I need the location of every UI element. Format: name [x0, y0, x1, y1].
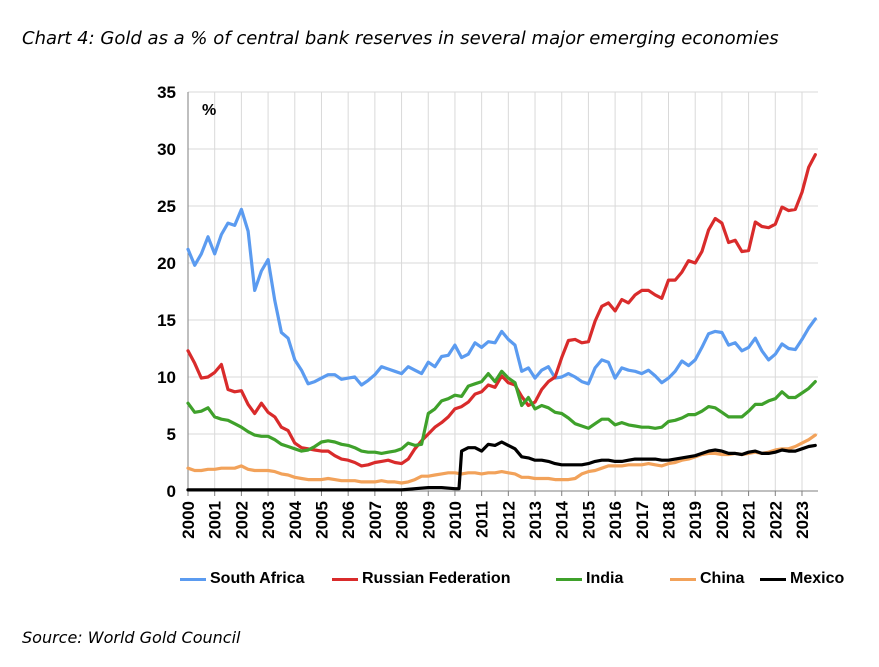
- legend-label: China: [700, 570, 745, 587]
- line-chart: 0 5 10 15 20 25 30 35 2000 2001 2002 2003 2004 2005 20…: [157, 83, 818, 539]
- x-tick-label: 2015: [579, 501, 598, 539]
- chart-title: Chart 4: Gold as a % of central bank res…: [22, 28, 779, 49]
- x-tick-label: 2019: [686, 501, 705, 539]
- x-tick-label: 2008: [393, 501, 412, 539]
- legend-swatch: [556, 577, 582, 581]
- y-tick-label: 35: [157, 83, 176, 102]
- legend-swatch: [332, 577, 358, 581]
- x-tick-label: 2003: [259, 501, 278, 539]
- x-tick-label: 2000: [179, 501, 198, 539]
- y-tick-label: 25: [157, 197, 176, 216]
- y-tick-label: 5: [167, 425, 176, 444]
- y-tick-label: 15: [157, 311, 176, 330]
- legend-label: South Africa: [210, 570, 305, 587]
- x-tick-label: 2005: [312, 501, 331, 539]
- legend-label: India: [586, 570, 624, 587]
- x-tick-label: 2018: [660, 501, 679, 539]
- series-line-russian-federation: [186, 153, 817, 468]
- legend-item: China: [670, 570, 744, 588]
- y-axis-label: %: [202, 102, 216, 119]
- x-tick-label: 2002: [232, 501, 251, 539]
- plot-area: [188, 92, 818, 491]
- x-tick-label: 2006: [339, 501, 358, 539]
- y-tick-label: 0: [167, 482, 176, 501]
- x-tick-label: 2016: [606, 501, 625, 539]
- x-tick-label: 2011: [473, 501, 492, 538]
- legend-item: Mexico: [760, 570, 844, 588]
- x-tick-label: 2009: [419, 501, 438, 539]
- x-tick-label: 2021: [740, 501, 759, 539]
- x-tick-label: 2013: [526, 501, 545, 539]
- x-tick-label: 2022: [766, 501, 785, 539]
- series-line-china: [186, 433, 817, 485]
- x-tick-label: 2017: [633, 501, 652, 539]
- x-tick-label: 2020: [713, 501, 732, 539]
- y-tick-label: 30: [157, 140, 176, 159]
- series-line-india: [186, 369, 817, 455]
- source-note: Source: World Gold Council: [22, 628, 241, 647]
- legend-label: Russian Federation: [362, 570, 511, 587]
- series-line-mexico: [186, 440, 817, 492]
- legend-item: India: [556, 570, 623, 588]
- x-tick-label: 2010: [446, 501, 465, 539]
- y-tick-label: 20: [157, 254, 176, 273]
- legend-swatch: [180, 577, 206, 581]
- legend-label: Mexico: [790, 570, 845, 587]
- y-tick-label: 10: [157, 368, 176, 387]
- x-tick-label: 2001: [206, 501, 225, 539]
- x-tick-label: 2007: [366, 501, 385, 539]
- legend-item: South Africa: [180, 570, 305, 588]
- legend-item: Russian Federation: [332, 570, 510, 588]
- chart-legend: South Africa Russian Federation India China…: [0, 570, 879, 590]
- legend-swatch: [760, 577, 786, 581]
- x-tick-label: 2023: [793, 501, 812, 539]
- x-tick-label: 2012: [499, 501, 518, 539]
- series-line-south-africa: [186, 207, 817, 387]
- x-tick-label: 2004: [286, 500, 305, 538]
- legend-swatch: [670, 577, 696, 581]
- x-tick-label: 2014: [553, 500, 572, 538]
